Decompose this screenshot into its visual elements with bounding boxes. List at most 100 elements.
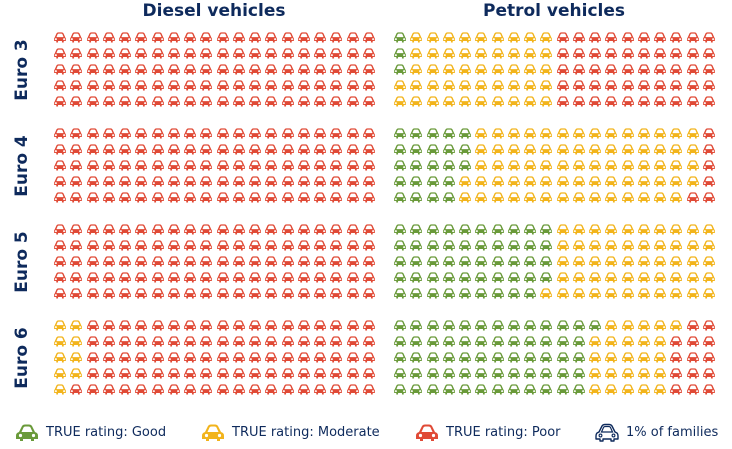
car-icon-poor [167, 48, 180, 59]
car-icon-poor [119, 144, 131, 155]
car-icon-poor [86, 336, 99, 347]
car-icon-poor [556, 48, 569, 59]
car-icon-poor [265, 64, 278, 75]
car-icon-moderate [572, 224, 585, 235]
column-title-petrol: Petrol vehicles [482, 1, 626, 21]
car-icon-poor [70, 224, 83, 235]
car-icon-poor [135, 352, 148, 363]
car-icon-poor [232, 368, 245, 379]
car-icon-moderate [491, 176, 504, 187]
car-icon-good [507, 320, 520, 331]
car-icon-moderate [670, 144, 683, 155]
car-icon-poor [346, 192, 359, 203]
car-icon-poor [314, 160, 326, 171]
car-icon-poor [167, 240, 180, 251]
car-icon-moderate [572, 144, 585, 155]
car-icon-moderate [507, 64, 520, 75]
car-icon-moderate [621, 128, 634, 139]
car-icon-good [459, 352, 471, 363]
car-icon-poor [297, 176, 310, 187]
car-icon-good [410, 320, 423, 331]
row-label-euro-4: Euro 4 [12, 135, 32, 197]
car-icon-moderate [605, 384, 618, 395]
icon-grid-petrol-euro-4 [392, 127, 717, 207]
car-icon-poor [232, 240, 245, 251]
car-icon-poor [346, 224, 359, 235]
car-icon-moderate [621, 320, 634, 331]
car-icon-poor [151, 336, 164, 347]
car-icon-poor [330, 176, 343, 187]
car-icon-good [459, 272, 471, 283]
car-icon-good [507, 224, 520, 235]
car-icon-moderate [475, 160, 488, 171]
car-icon-poor [572, 96, 585, 107]
car-icon-poor [686, 80, 699, 91]
car-icon-good [426, 128, 439, 139]
car-icon-moderate [475, 48, 488, 59]
car-icon-poor [216, 160, 229, 171]
car-icon-poor [184, 192, 196, 203]
car-icon-poor [184, 160, 196, 171]
car-icon-poor [216, 176, 229, 187]
car-icon-poor [70, 272, 83, 283]
car-icon-poor [702, 64, 715, 75]
car-icon-good [507, 384, 520, 395]
car-icon-moderate [702, 288, 715, 299]
car-icon-moderate [621, 272, 634, 283]
car-icon-poor [216, 256, 229, 267]
car-icon-good [442, 176, 455, 187]
car-icon-good [507, 240, 520, 251]
car-icon-good [540, 384, 553, 395]
car-icon-poor [135, 128, 148, 139]
car-icon-moderate [637, 256, 650, 267]
car-icon-moderate [686, 256, 699, 267]
legend-item-unit: 1% of families [594, 423, 718, 443]
car-icon-moderate [686, 272, 699, 283]
car-icon-moderate [556, 256, 569, 267]
car-icon-poor [54, 80, 66, 91]
car-icon-poor [297, 336, 310, 347]
car-icon-moderate [621, 224, 634, 235]
car-icon-good [442, 192, 455, 203]
car-icon-poor [621, 96, 634, 107]
car-icon-moderate [524, 96, 536, 107]
car-icon-poor [265, 256, 278, 267]
car-icon-poor [102, 144, 115, 155]
car-icon-poor [330, 192, 343, 203]
car-icon-good [459, 128, 471, 139]
car-icon-poor [346, 352, 359, 363]
car-icon-moderate [605, 240, 618, 251]
car-icon-poor [297, 288, 310, 299]
car-icon-good [475, 320, 488, 331]
car-icon-good [410, 144, 423, 155]
car-icon-poor [200, 32, 213, 43]
car-icon-good [491, 272, 504, 283]
car-icon-poor [184, 320, 196, 331]
car-icon-poor [86, 80, 99, 91]
car-icon-good [507, 256, 520, 267]
car-icon-poor [281, 352, 294, 363]
car-icon-moderate [637, 288, 650, 299]
car-icon-good [540, 368, 553, 379]
car-icon-poor [330, 224, 343, 235]
car-icon-moderate [394, 96, 406, 107]
car-icon-moderate [637, 240, 650, 251]
car-icon-poor [184, 240, 196, 251]
car-icon-poor [119, 240, 131, 251]
car-icon-poor [232, 256, 245, 267]
car-icon-good [507, 272, 520, 283]
car-icon-moderate [442, 80, 455, 91]
car-icon-poor [232, 160, 245, 171]
car-icon-good [540, 272, 553, 283]
car-icon-poor [702, 352, 715, 363]
car-icon-moderate [540, 32, 553, 43]
car-icon-poor [265, 48, 278, 59]
car-icon-poor [151, 320, 164, 331]
car-icon-moderate [459, 48, 471, 59]
car-icon-poor [184, 80, 196, 91]
car-icon-moderate [524, 64, 536, 75]
car-icon-poor [102, 128, 115, 139]
car-icon-good [556, 336, 569, 347]
car-icon-moderate [475, 96, 488, 107]
car-icon-moderate [524, 160, 536, 171]
